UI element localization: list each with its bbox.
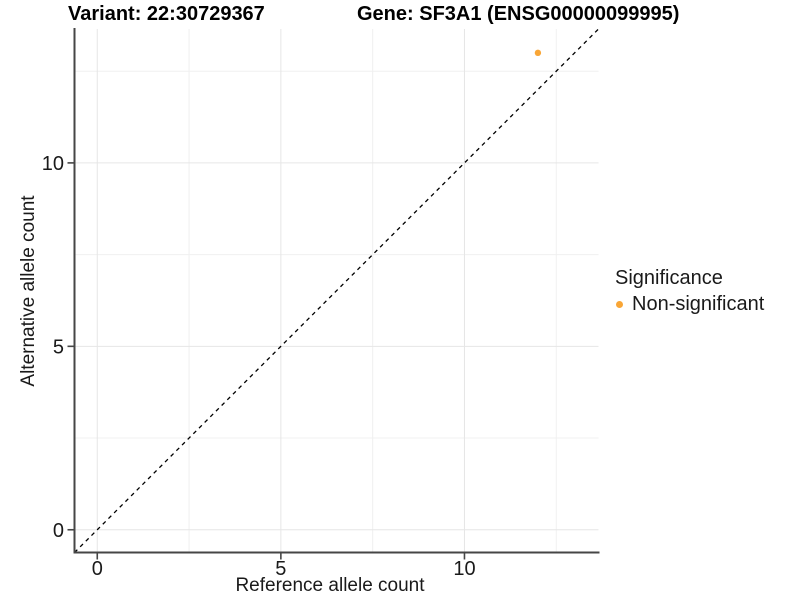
x-axis-title: Reference allele count <box>235 575 425 596</box>
legend-item-non-significant: Non-significant <box>615 292 764 316</box>
legend-key-point-icon <box>616 300 623 308</box>
x-tick-label: 10 <box>453 558 475 580</box>
legend-item-label: Non-significant <box>632 293 765 315</box>
x-tick-label: 5 <box>275 558 286 580</box>
identity-reference-line <box>74 28 599 553</box>
y-tick-label: 5 <box>53 336 64 358</box>
plot-title-gene: Gene: SF3A1 (ENSG00000099995) <box>357 3 680 25</box>
y-tick-label: 10 <box>42 153 64 175</box>
y-tick-label: 0 <box>53 520 64 542</box>
legend: Significance Non-significant <box>615 266 764 316</box>
x-tick-label: 0 <box>92 558 103 580</box>
plot-title-variant: Variant: 22:30729367 <box>68 3 265 25</box>
legend-title: Significance <box>615 267 723 289</box>
y-axis-title: Alternative allele count <box>18 195 39 387</box>
data-point <box>534 49 542 57</box>
